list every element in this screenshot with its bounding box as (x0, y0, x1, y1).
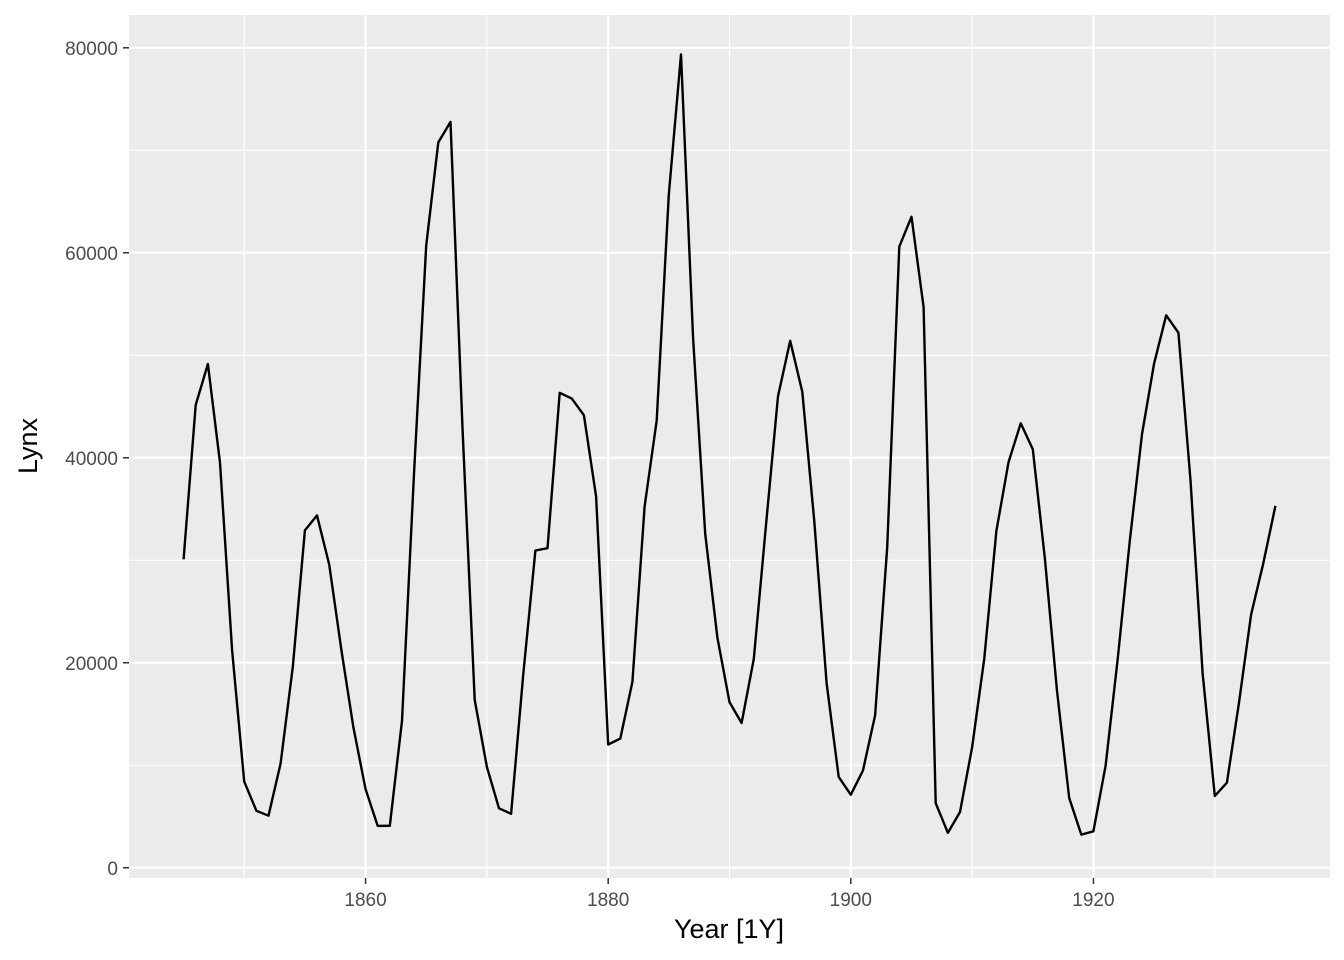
x-axis-title: Year [1Y] (674, 914, 784, 944)
x-tick-label: 1920 (1072, 890, 1114, 911)
x-tick-label: 1880 (587, 890, 629, 911)
x-tick-label: 1860 (344, 890, 386, 911)
y-tick-label: 20000 (65, 654, 118, 675)
series-layer (182, 53, 1277, 836)
series-line (182, 53, 1277, 836)
y-tick-label: 40000 (65, 449, 118, 470)
y-axis-title: Lynx (13, 417, 43, 474)
minor-gridlines (129, 15, 1330, 878)
y-tick-label: 60000 (65, 244, 118, 265)
x-tick-label: 1900 (830, 890, 872, 911)
y-tick-label: 0 (107, 859, 118, 880)
axes-layer: 1860 1880 1900 1920 0 20000 40000 60000 80000 (65, 39, 1114, 911)
y-tick-label: 80000 (65, 39, 118, 60)
